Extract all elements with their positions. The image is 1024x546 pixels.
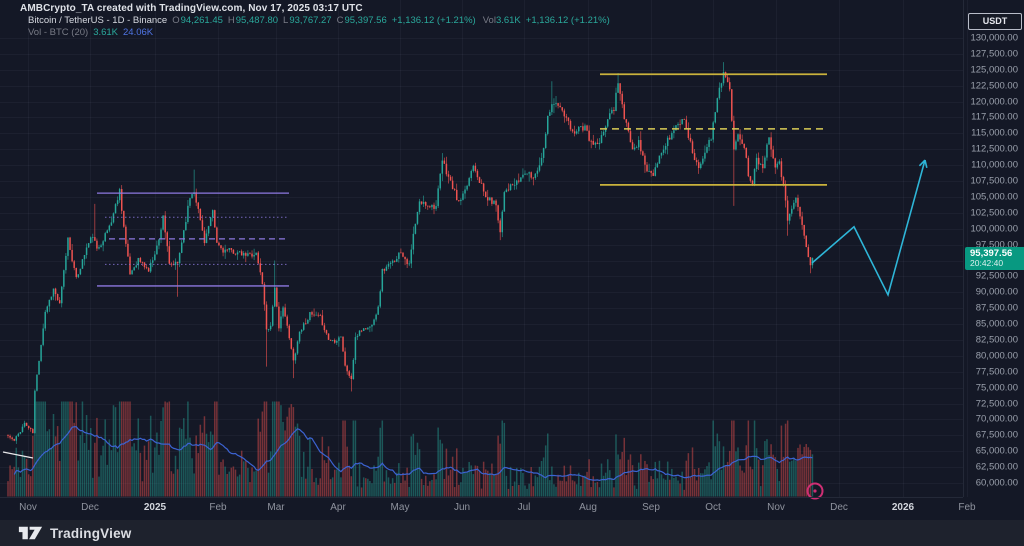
- indicator-legend-row: Vol - BTC (20) 3.61K 24.06K: [28, 27, 610, 39]
- price-tick-label: 127,500.00: [970, 48, 1018, 60]
- tradingview-brand-text[interactable]: TradingView: [50, 525, 132, 541]
- time-tick-label: Mar: [267, 502, 285, 513]
- price-tick-label: 87,500.00: [975, 302, 1018, 314]
- symbol-legend-row: Bitcoin / TetherUS - 1D - Binance O94,261…: [28, 15, 610, 27]
- price-tick-label: 105,000.00: [970, 191, 1018, 203]
- price-tick-label: 70,000.00: [975, 413, 1018, 425]
- footer-bar: TradingView: [0, 520, 1024, 546]
- vol-indicator-value: 3.61K: [93, 27, 119, 38]
- high-value: 95,487.80: [235, 15, 279, 26]
- price-tick-label: 97,500.00: [975, 239, 1018, 251]
- high-label: H: [227, 15, 235, 26]
- price-tick-label: 107,500.00: [970, 175, 1018, 187]
- time-tick-label: Sep: [642, 502, 660, 513]
- chart-canvas[interactable]: [0, 0, 1024, 520]
- time-tick-label: Feb: [958, 502, 976, 513]
- symbol-title[interactable]: Bitcoin / TetherUS - 1D - Binance: [28, 15, 168, 26]
- price-tick-label: 67,500.00: [975, 429, 1018, 441]
- price-tick-label: 102,500.00: [970, 207, 1018, 219]
- price-tick-label: 72,500.00: [975, 398, 1018, 410]
- volume-change-value: +1,136.12 (+1.21%): [525, 15, 610, 26]
- volume-label: Vol: [482, 15, 496, 26]
- vol-ma-value: 24.06K: [123, 27, 154, 38]
- price-tick-label: 77,500.00: [975, 366, 1018, 378]
- time-tick-label: Nov: [767, 502, 785, 513]
- time-axis[interactable]: Nov Dec 2025 Feb Mar Apr May Jun Jul Aug Sep Oct Nov…: [0, 497, 976, 521]
- time-tick-label: Feb: [209, 502, 227, 513]
- price-tick-label: 82,500.00: [975, 334, 1018, 346]
- price-tick-label: 112,500.00: [971, 143, 1018, 155]
- price-tick-label: 90,000.00: [975, 286, 1018, 298]
- time-tick-label: Apr: [330, 502, 346, 513]
- time-tick-label: Jul: [517, 502, 531, 513]
- time-tick-label: 2026: [891, 502, 915, 513]
- close-label: C: [336, 15, 344, 26]
- open-value: 94,261.45: [180, 15, 223, 26]
- chart-attribution: AMBCrypto_TA created with TradingView.co…: [20, 3, 363, 14]
- currency-toggle-button[interactable]: USDT: [968, 13, 1022, 30]
- time-tick-label: Nov: [19, 502, 37, 513]
- price-tick-label: 92,500.00: [975, 270, 1018, 282]
- price-tick-label: 62,500.00: [975, 461, 1018, 473]
- price-tick-label: 130,000.00: [970, 32, 1018, 44]
- price-axis[interactable]: USDT 95,397.56 20:42:40 130,000.00 127,50…: [963, 0, 1024, 497]
- time-tick-label: 2025: [143, 502, 167, 513]
- low-value: 93,767.27: [289, 15, 332, 26]
- price-tick-label: 115,000.00: [971, 127, 1018, 139]
- bar-countdown: 20:42:40: [970, 257, 1004, 268]
- time-tick-label: Jun: [453, 502, 471, 513]
- volume-value: 3.61K: [495, 15, 521, 26]
- time-tick-label: Dec: [830, 502, 848, 513]
- price-tick-label: 110,000.00: [971, 159, 1018, 171]
- last-price-badge: 95,397.56 20:42:40: [965, 246, 1024, 270]
- low-label: L: [283, 15, 289, 26]
- price-tick-label: 75,000.00: [975, 382, 1018, 394]
- time-tick-label: Oct: [705, 502, 721, 513]
- last-price-value: 95,397.56: [970, 247, 1013, 259]
- price-tick-label: 122,500.00: [970, 80, 1018, 92]
- tradingview-logo-icon[interactable]: [18, 525, 43, 541]
- price-tick-label: 65,000.00: [975, 445, 1018, 457]
- open-label: O: [172, 15, 180, 26]
- chart-legend: Bitcoin / TetherUS - 1D - Binance O94,261…: [28, 15, 610, 39]
- price-tick-label: 125,000.00: [970, 64, 1018, 76]
- price-tick-label: 80,000.00: [975, 350, 1018, 362]
- price-tick-label: 120,000.00: [970, 96, 1018, 108]
- change-value: +1,136.12 (+1.21%): [391, 15, 476, 26]
- price-tick-label: 85,000.00: [975, 318, 1018, 330]
- time-tick-label: Aug: [579, 502, 597, 513]
- time-tick-label: Dec: [81, 502, 99, 513]
- price-tick-label: 117,500.00: [971, 111, 1018, 123]
- price-tick-label: 60,000.00: [975, 477, 1018, 489]
- vol-indicator-title[interactable]: Vol - BTC (20): [28, 27, 89, 38]
- close-value: 95,397.56: [344, 15, 387, 26]
- time-tick-label: May: [390, 502, 410, 513]
- price-tick-label: 100,000.00: [970, 223, 1018, 235]
